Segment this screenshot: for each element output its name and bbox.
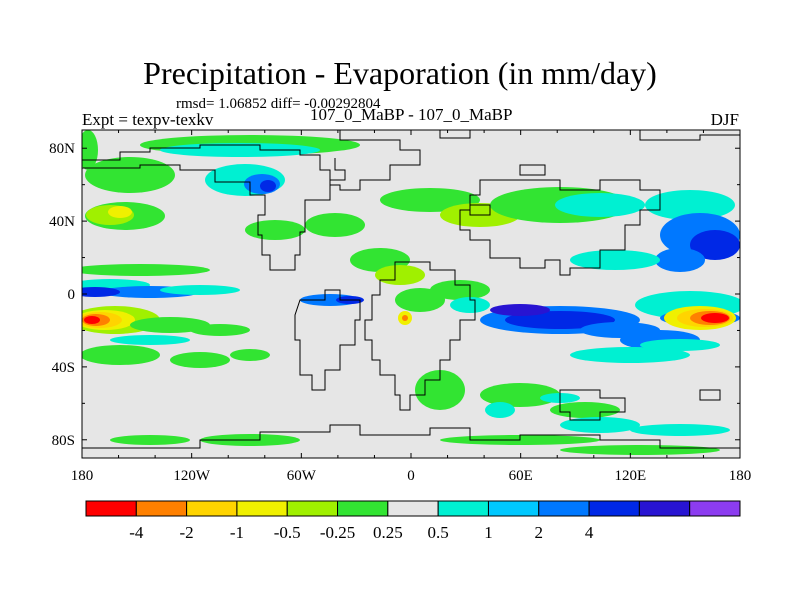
field-patch xyxy=(170,352,230,368)
coastline-path xyxy=(469,204,491,216)
experiment-label: Expt = texpv-texkv xyxy=(82,110,214,129)
colorbar-label: -1 xyxy=(230,523,244,542)
axes: 180 120W 60W 0 60E 120E 180 80N 40N 0 40S 80S xyxy=(49,130,751,484)
coastline-path xyxy=(82,144,331,271)
colorbar-swatch xyxy=(387,500,439,517)
x-tick-label: 120W xyxy=(173,468,211,484)
colorbar-label: -4 xyxy=(129,523,144,542)
stats-label: rmsd= 1.06852 diff= -0.00292804 xyxy=(176,96,381,112)
field-patch xyxy=(130,317,210,333)
field-patch xyxy=(82,130,98,170)
coastline-path xyxy=(559,389,626,421)
field-patch xyxy=(82,287,120,297)
field-patch xyxy=(701,313,729,323)
y-tick-label: 40S xyxy=(52,360,75,376)
coastline-path xyxy=(639,130,740,141)
coastline-path xyxy=(294,289,361,391)
coastlines xyxy=(82,130,740,449)
field-patches xyxy=(82,130,740,455)
field-patch xyxy=(640,339,720,351)
x-tick-label: 120E xyxy=(614,468,646,484)
field-patch xyxy=(570,347,690,363)
colorbar-swatch xyxy=(337,500,389,517)
colorbar-swatch xyxy=(638,500,691,517)
colorbar-swatch xyxy=(85,500,137,517)
map-field xyxy=(82,130,740,458)
coastline-path xyxy=(459,179,661,276)
field-patch xyxy=(395,288,445,312)
field-patch xyxy=(560,417,640,433)
field-patch xyxy=(645,190,735,220)
field-patch xyxy=(230,349,270,361)
y-tick-label: 80S xyxy=(52,433,75,449)
colorbar-swatch xyxy=(186,500,238,517)
colorbar-swatch xyxy=(588,500,640,517)
x-tick-label: 180 xyxy=(729,468,752,484)
field-patch xyxy=(84,316,100,324)
field-patch xyxy=(375,265,425,285)
colorbar-swatch xyxy=(689,500,741,517)
field-patch xyxy=(190,324,250,336)
colorbar-label: 4 xyxy=(585,523,594,542)
field-patch xyxy=(85,157,175,193)
field-patch xyxy=(690,230,740,260)
field-patch xyxy=(160,285,240,295)
field-patch xyxy=(108,206,132,218)
x-tick-label: 180 xyxy=(71,468,94,484)
x-tick-label: 0 xyxy=(407,468,415,484)
colorbar-label: -0.5 xyxy=(274,523,301,542)
x-tick-label: 60W xyxy=(287,468,317,484)
field-patch xyxy=(305,213,365,237)
field-patch xyxy=(555,193,645,217)
field-patch xyxy=(490,304,550,316)
colorbar: -4 -2 -1 -0.5 -0.25 0.25 0.5 1 2 4 xyxy=(85,500,741,542)
field-patch xyxy=(260,180,276,192)
field-patch xyxy=(505,311,615,329)
colorbar-label: 0.25 xyxy=(373,523,403,542)
coastline-path xyxy=(439,130,471,139)
field-patch xyxy=(480,383,560,407)
season-label: DJF xyxy=(710,110,739,129)
colorbar-label: 1 xyxy=(484,523,493,542)
field-patch xyxy=(485,402,515,418)
field-patch xyxy=(430,280,490,300)
field-patch xyxy=(655,248,705,272)
coastline-path xyxy=(364,261,476,411)
coastline-path xyxy=(82,424,740,449)
field-patch xyxy=(630,424,730,436)
field-patch xyxy=(402,315,408,321)
colorbar-label: -0.25 xyxy=(320,523,355,542)
colorbar-label: -2 xyxy=(180,523,194,542)
field-patch xyxy=(245,220,305,240)
field-patch xyxy=(82,264,210,276)
field-patch xyxy=(110,335,190,345)
y-tick-label: 80N xyxy=(49,141,75,157)
colorbar-swatch xyxy=(538,500,590,517)
coastline-path xyxy=(329,130,421,191)
field-patch xyxy=(110,435,190,445)
field-patch xyxy=(570,250,660,270)
colorbar-swatch xyxy=(236,500,288,517)
y-tick-label: 40N xyxy=(49,214,75,230)
field-patch xyxy=(560,445,720,455)
colorbar-label: 2 xyxy=(535,523,544,542)
colorbar-swatch xyxy=(437,500,489,517)
coastline-path xyxy=(519,164,546,176)
colorbar-swatch xyxy=(286,500,339,517)
colorbar-swatch xyxy=(487,500,540,517)
chart-title: Precipitation - Evaporation (in mm/day) xyxy=(143,55,657,91)
field-patch xyxy=(550,402,620,418)
coastline-path xyxy=(699,389,721,401)
y-tick-label: 0 xyxy=(68,287,76,303)
colorbar-label: 0.5 xyxy=(428,523,449,542)
center-label: 107_0_MaBP - 107_0_MaBP xyxy=(310,105,513,124)
field-patch xyxy=(82,345,160,365)
field-patch xyxy=(450,297,490,313)
colorbar-swatch xyxy=(135,500,188,517)
x-tick-label: 60E xyxy=(509,468,533,484)
